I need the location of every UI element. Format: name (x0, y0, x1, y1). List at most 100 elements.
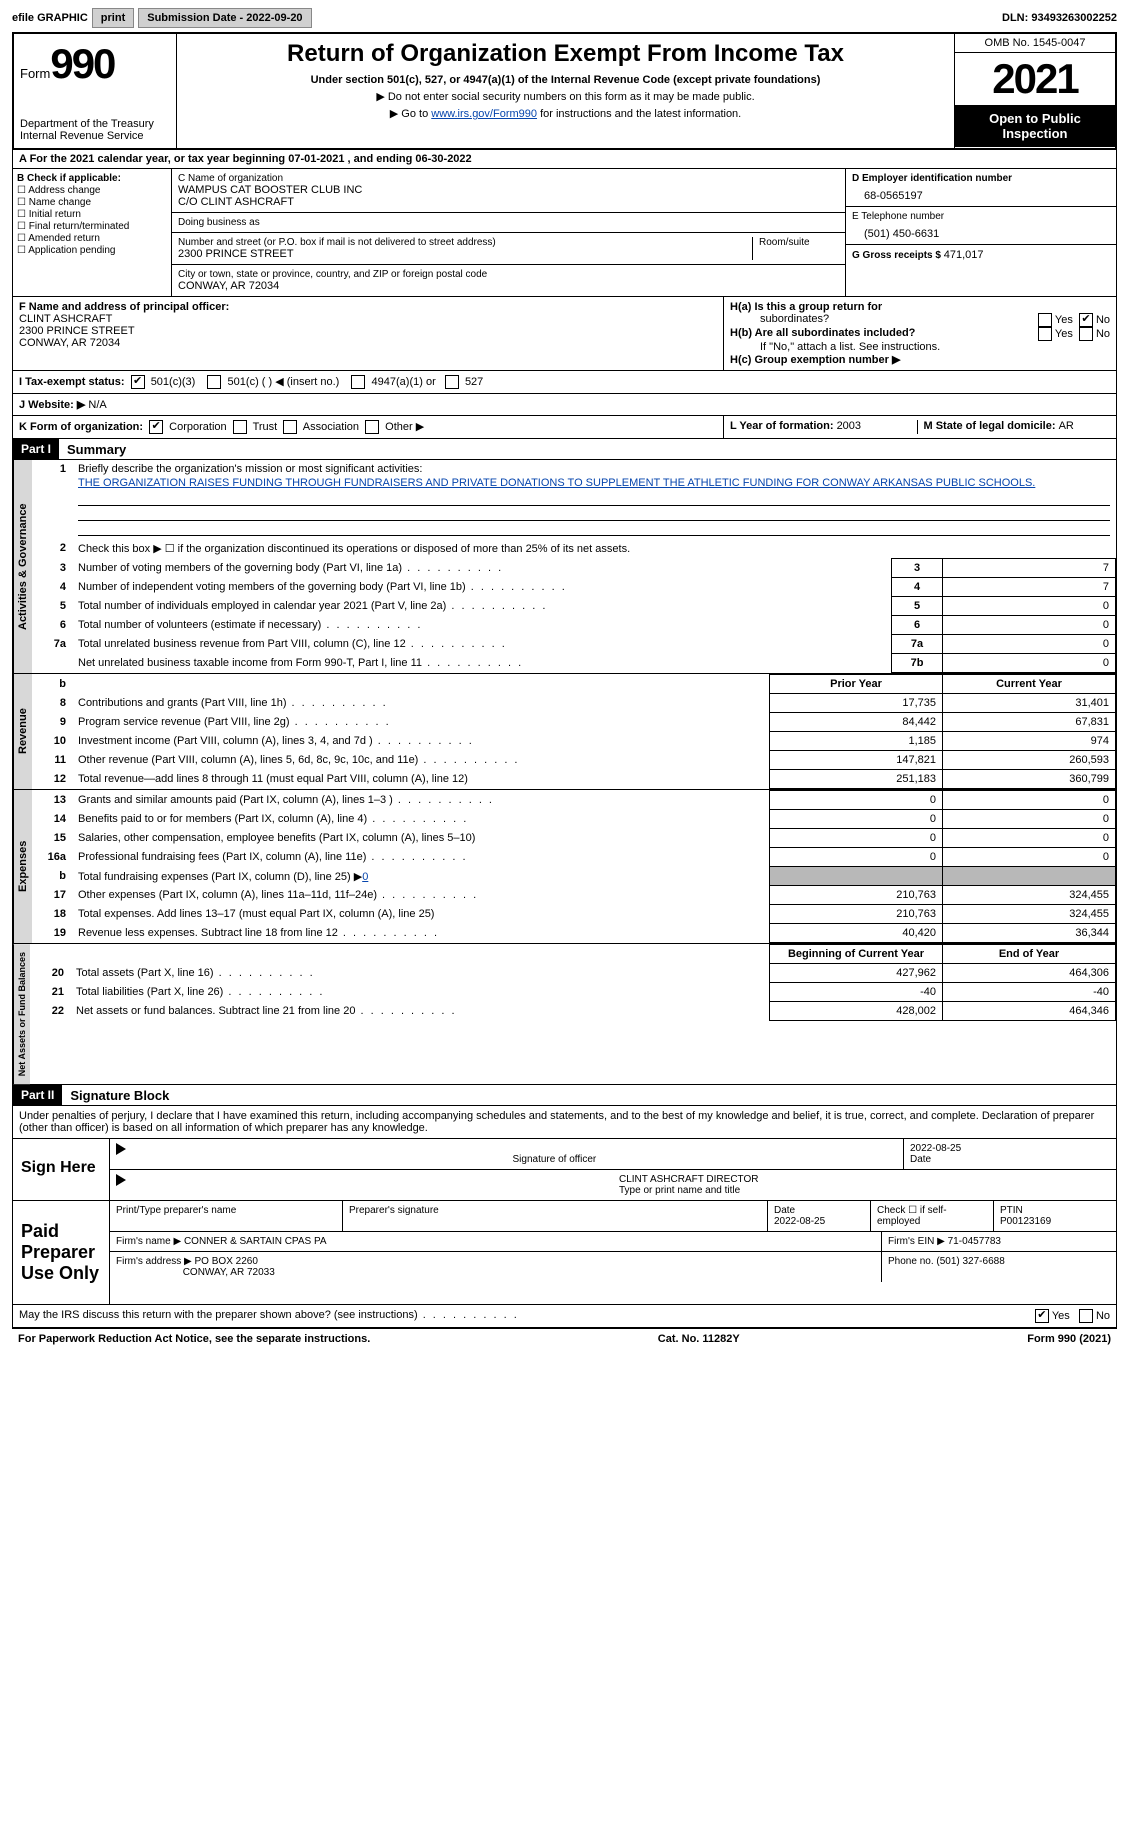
state-domicile: AR (1059, 420, 1074, 432)
arrow-icon (116, 1143, 126, 1155)
firm-ein: 71-0457783 (948, 1236, 1001, 1247)
firm-addr2: CONWAY, AR 72033 (183, 1267, 275, 1278)
line-19: 19Revenue less expenses. Subtract line 1… (32, 924, 1116, 943)
line-21: 21Total liabilities (Part X, line 26)-40… (30, 983, 1116, 1002)
chk-address-change[interactable]: ☐ Address change (17, 185, 167, 196)
org-name: WAMPUS CAT BOOSTER CLUB INC (178, 184, 839, 196)
officer-sig-name: CLINT ASHCRAFT DIRECTOR (619, 1174, 758, 1185)
officer-addr1: 2300 PRINCE STREET (19, 325, 135, 337)
page-footer: For Paperwork Reduction Act Notice, see … (12, 1328, 1117, 1349)
chk-final-return[interactable]: ☐ Final return/terminated (17, 221, 167, 232)
dept-treasury: Department of the Treasury (20, 118, 170, 130)
column-b: B Check if applicable: ☐ Address change … (13, 169, 172, 296)
line-8: 8Contributions and grants (Part VIII, li… (32, 694, 1116, 713)
hb-no[interactable] (1079, 327, 1093, 341)
line-14: 14Benefits paid to or for members (Part … (32, 810, 1116, 829)
discuss-row: May the IRS discuss this return with the… (12, 1305, 1117, 1328)
city-state-zip: CONWAY, AR 72034 (178, 280, 839, 292)
line-6: 6Total number of volunteers (estimate if… (32, 616, 1116, 635)
line-15: 15Salaries, other compensation, employee… (32, 829, 1116, 848)
chk-501c3[interactable] (131, 375, 145, 389)
ha-no[interactable] (1079, 313, 1093, 327)
fundraising-link[interactable]: 0 (362, 871, 368, 883)
hb-yes[interactable] (1038, 327, 1052, 341)
form-note2: ▶ Go to www.irs.gov/Form990 for instruct… (183, 107, 948, 120)
arrow-icon (116, 1174, 126, 1186)
irs-label: Internal Revenue Service (20, 130, 170, 142)
line-16a: 16aProfessional fundraising fees (Part I… (32, 848, 1116, 867)
line-16b: bTotal fundraising expenses (Part IX, co… (32, 867, 1116, 886)
year-formation: 2003 (837, 420, 861, 432)
dln: DLN: 93493263002252 (1002, 12, 1117, 24)
firm-phone: (501) 327-6688 (936, 1256, 1004, 1267)
chk-association[interactable] (283, 420, 297, 434)
tab-revenue: Revenue (13, 674, 32, 789)
chk-name-change[interactable]: ☐ Name change (17, 197, 167, 208)
mission-text: THE ORGANIZATION RAISES FUNDING THROUGH … (78, 477, 1110, 489)
line-9: 9Program service revenue (Part VIII, lin… (32, 713, 1116, 732)
line-17: 17Other expenses (Part IX, column (A), l… (32, 886, 1116, 905)
part1-header: Part I (13, 439, 59, 459)
discuss-no[interactable] (1079, 1309, 1093, 1323)
chk-527[interactable] (445, 375, 459, 389)
ptin: P00123169 (1000, 1216, 1051, 1227)
sign-here-label: Sign Here (13, 1139, 110, 1200)
line-18: 18Total expenses. Add lines 13–17 (must … (32, 905, 1116, 924)
tax-year: 2021 (955, 53, 1115, 105)
omb-number: OMB No. 1545-0047 (955, 34, 1115, 53)
efile-label: efile GRAPHIC (12, 12, 88, 24)
chk-trust[interactable] (233, 420, 247, 434)
chk-amended-return[interactable]: ☐ Amended return (17, 233, 167, 244)
form-note1: ▶ Do not enter social security numbers o… (183, 90, 948, 103)
chk-501c[interactable] (207, 375, 221, 389)
top-bar: efile GRAPHIC print Submission Date - 20… (12, 8, 1117, 28)
form-number: 990 (50, 40, 114, 87)
line-3: 3Number of voting members of the governi… (32, 559, 1116, 578)
gross-receipts: 471,017 (944, 249, 984, 261)
line-10: 10Investment income (Part VIII, column (… (32, 732, 1116, 751)
line-13: 13Grants and similar amounts paid (Part … (32, 791, 1116, 810)
perjury-declaration: Under penalties of perjury, I declare th… (12, 1106, 1117, 1139)
website: N/A (85, 399, 106, 411)
street-address: 2300 PRINCE STREET (178, 248, 746, 260)
sign-date: 2022-08-25 (910, 1143, 961, 1154)
tab-expenses: Expenses (13, 790, 32, 943)
officer-name: CLINT ASHCRAFT (19, 313, 112, 325)
firm-name: CONNER & SARTAIN CPAS PA (184, 1236, 327, 1247)
chk-corporation[interactable] (149, 420, 163, 434)
firm-addr1: PO BOX 2260 (195, 1256, 258, 1267)
telephone: (501) 450-6631 (852, 222, 1110, 240)
org-co: C/O CLINT ASHCRAFT (178, 196, 839, 208)
form-title: Return of Organization Exempt From Incom… (183, 40, 948, 68)
tab-governance: Activities & Governance (13, 460, 32, 673)
submission-date: Submission Date - 2022-09-20 (138, 8, 311, 28)
chk-initial-return[interactable]: ☐ Initial return (17, 209, 167, 220)
form-subtitle: Under section 501(c), 527, or 4947(a)(1)… (183, 74, 948, 86)
chk-other[interactable] (365, 420, 379, 434)
irs-link[interactable]: www.irs.gov/Form990 (431, 108, 537, 120)
line-7a: 7aTotal unrelated business revenue from … (32, 635, 1116, 654)
line-4: 4Number of independent voting members of… (32, 578, 1116, 597)
ha-yes[interactable] (1038, 313, 1052, 327)
print-button[interactable]: print (92, 8, 134, 28)
line-a: A For the 2021 calendar year, or tax yea… (12, 150, 1117, 169)
part2-header: Part II (13, 1085, 62, 1105)
line-7b: Net unrelated business taxable income fr… (32, 654, 1116, 673)
tab-netassets: Net Assets or Fund Balances (13, 944, 30, 1084)
line-20: 20Total assets (Part X, line 16)427,9624… (30, 964, 1116, 983)
open-inspection: Open to Public Inspection (955, 105, 1115, 147)
ein: 68-0565197 (852, 184, 1110, 202)
form-header: Form990 Department of the Treasury Inter… (12, 32, 1117, 150)
line-12: 12Total revenue—add lines 8 through 11 (… (32, 770, 1116, 789)
line-22: 22Net assets or fund balances. Subtract … (30, 1002, 1116, 1021)
part2-title: Signature Block (62, 1088, 169, 1103)
prep-date: 2022-08-25 (774, 1216, 825, 1227)
line-5: 5Total number of individuals employed in… (32, 597, 1116, 616)
part1-title: Summary (59, 442, 126, 457)
paid-preparer-label: Paid Preparer Use Only (13, 1201, 110, 1304)
line-11: 11Other revenue (Part VIII, column (A), … (32, 751, 1116, 770)
chk-application-pending[interactable]: ☐ Application pending (17, 245, 167, 256)
discuss-yes[interactable] (1035, 1309, 1049, 1323)
chk-4947[interactable] (351, 375, 365, 389)
officer-addr2: CONWAY, AR 72034 (19, 337, 120, 349)
